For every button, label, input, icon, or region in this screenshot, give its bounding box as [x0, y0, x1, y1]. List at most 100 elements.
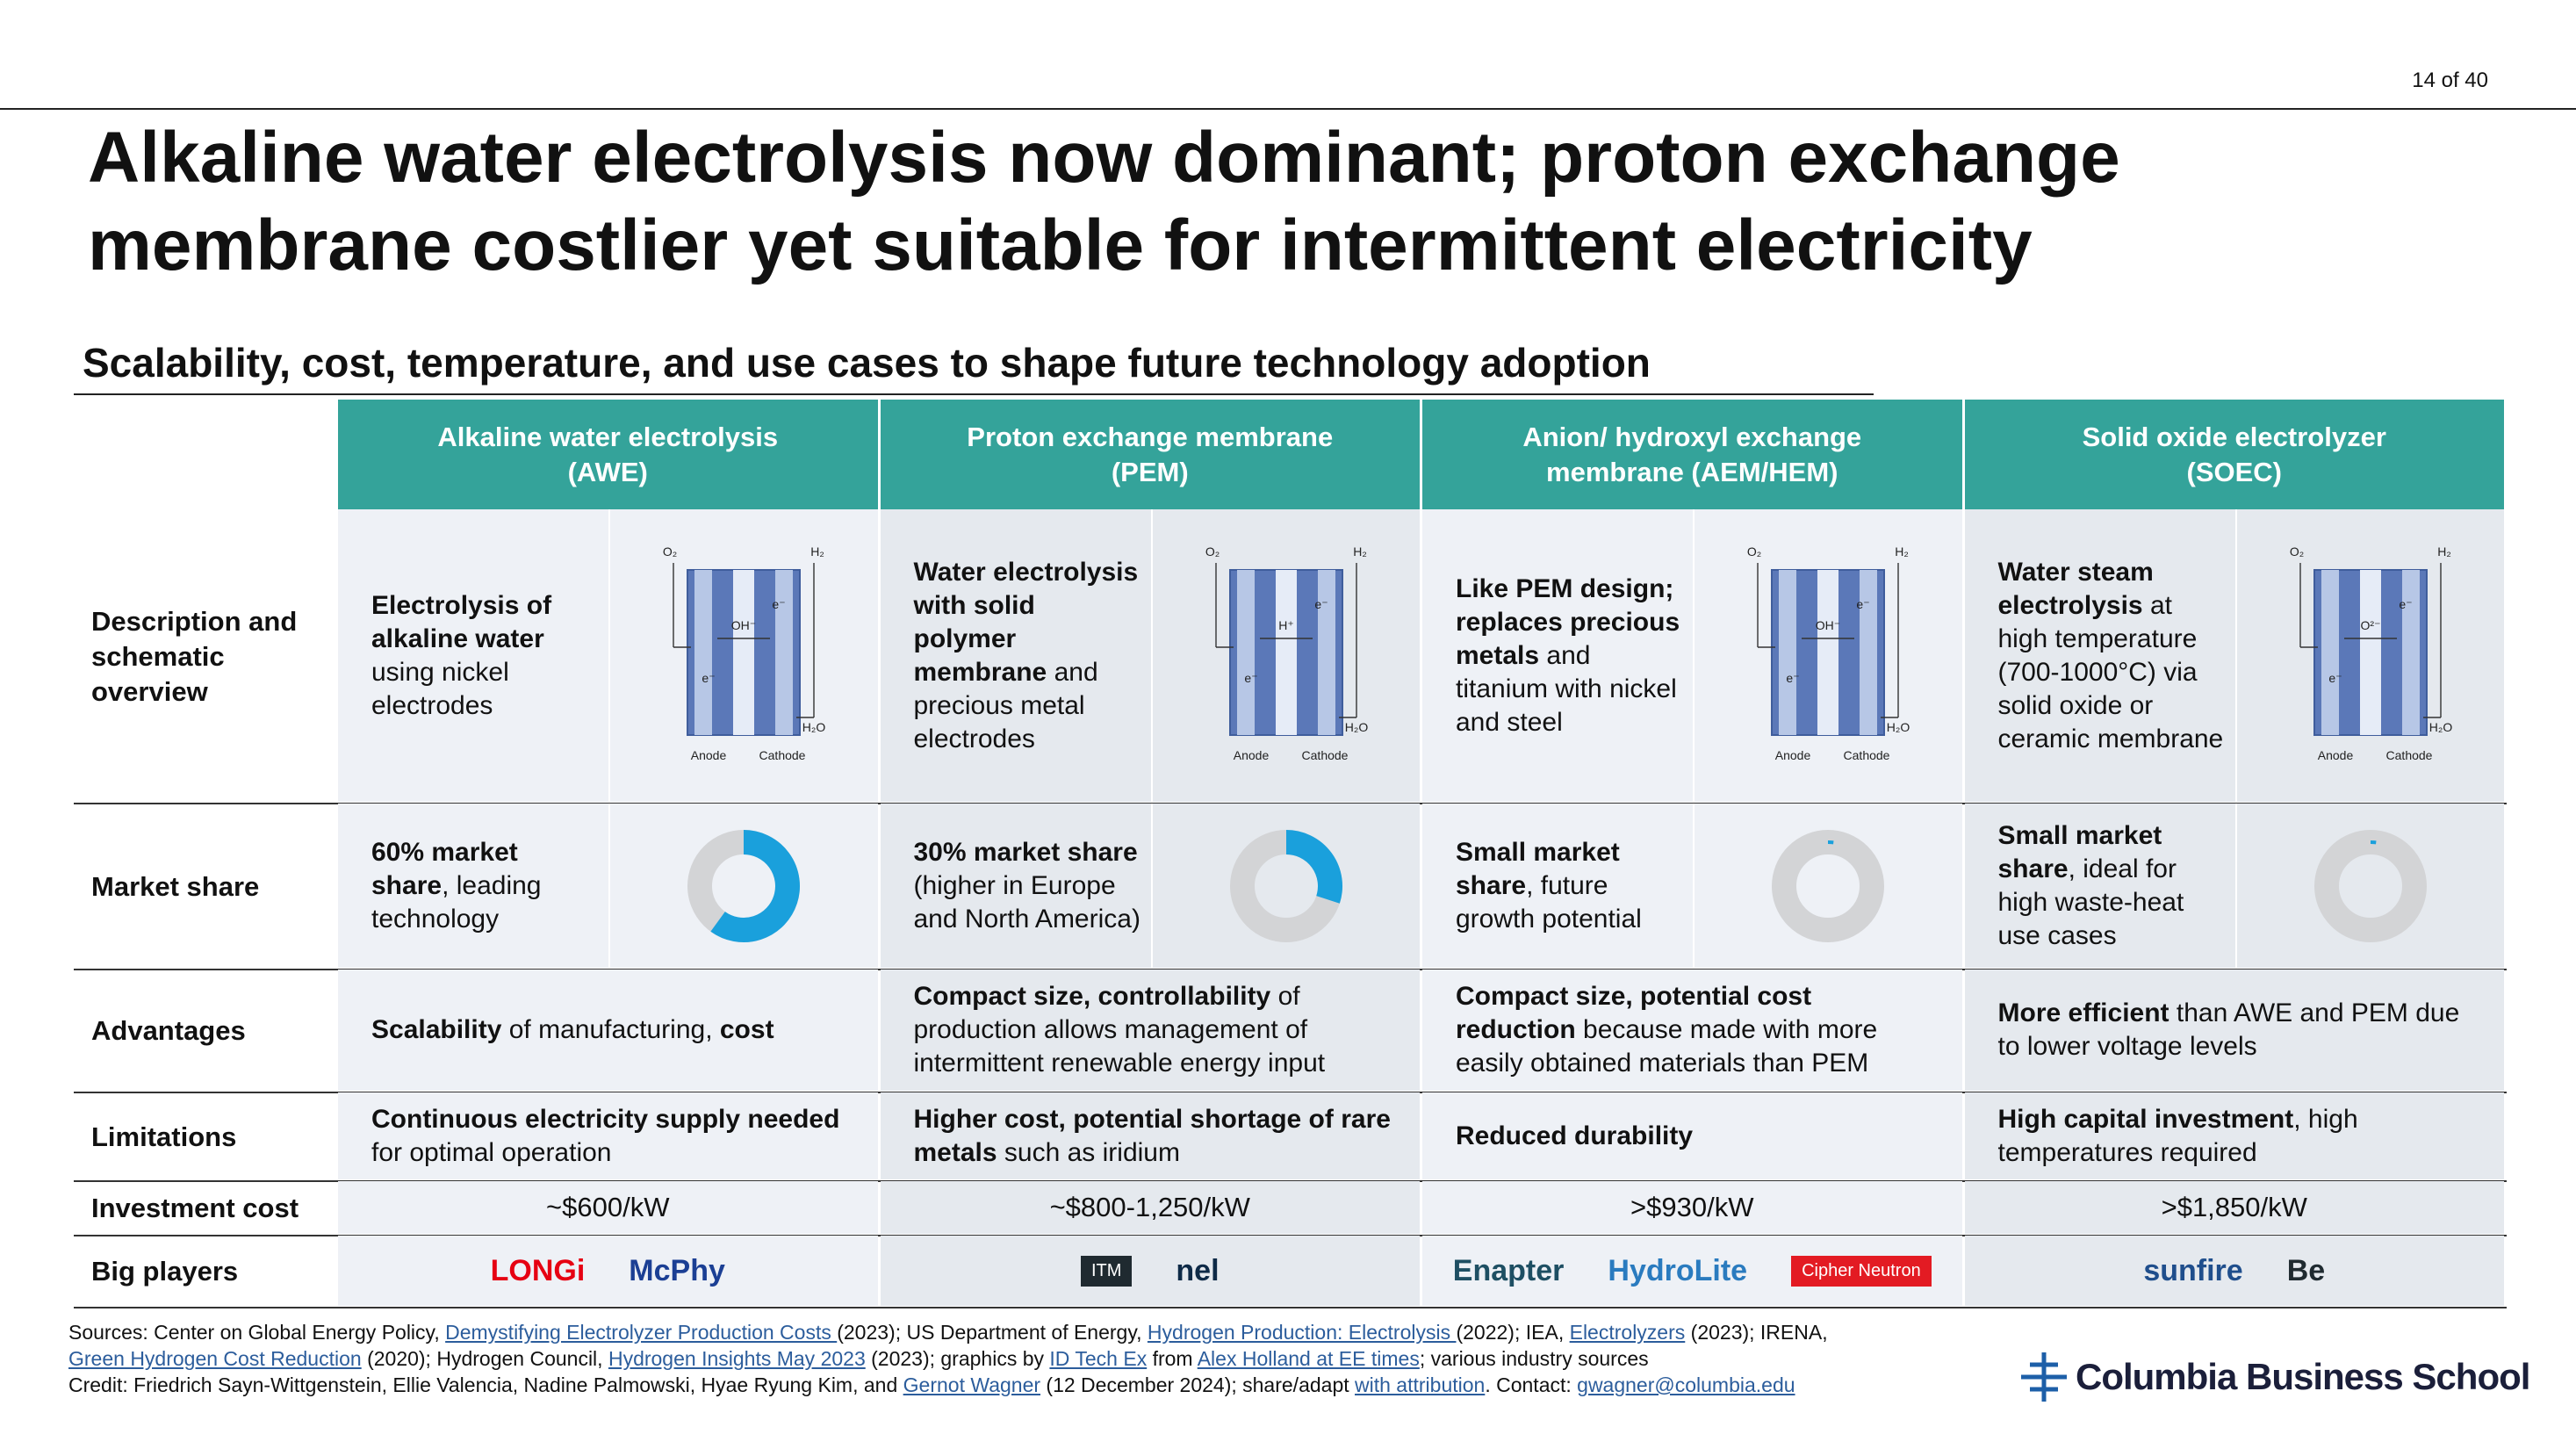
bold-run: Compact size, controllability	[913, 982, 1271, 1011]
text-run: , ideal for high waste-heat use cases	[1997, 854, 2184, 950]
bullet: Small market share, future growth potent…	[1440, 836, 1686, 936]
schematic-label: O²⁻	[2360, 618, 2380, 632]
link[interactable]: gwagner@columbia.edu	[1577, 1373, 1795, 1396]
link[interactable]: with attribution	[1355, 1373, 1486, 1396]
schematic-label: O₂	[1747, 544, 1761, 559]
table-cell: ~$800-1,250/kW	[880, 1181, 1420, 1234]
table-cell: >$930/kW	[1422, 1181, 1962, 1234]
link[interactable]: Demystifying Electrolyzer Production Cos…	[445, 1321, 838, 1344]
bullet: Electrolysis of alkaline water using nic…	[356, 589, 601, 723]
header-line: Anion/ hydroxyl exchange	[1522, 421, 1862, 452]
bullet-text: Reduced durability	[1456, 1120, 1939, 1153]
player-logo: LONGi	[490, 1253, 586, 1287]
link[interactable]: Hydrogen Insights May 2023	[608, 1347, 866, 1370]
schematic-label: Cathode	[759, 748, 806, 762]
schematic-label: OH⁻	[1816, 618, 1840, 632]
schematic-label: e⁻	[702, 671, 716, 685]
table-cell: Water steam electrolysis at high tempera…	[1964, 509, 2504, 802]
text-run: (2023); graphics by	[865, 1347, 1050, 1370]
player-logo: nel	[1176, 1253, 1220, 1287]
schematic: O₂ H₂ O²⁻ e⁻ e⁻ H₂O Anode Cathode	[2290, 544, 2452, 762]
table-cell: ITM nel	[880, 1236, 1420, 1306]
schematic-label: Cathode	[1301, 748, 1348, 762]
cell-text: Small market share, future growth potent…	[1422, 804, 1695, 968]
text-run: from	[1147, 1347, 1198, 1370]
bold-run: Scalability	[371, 1015, 502, 1044]
column-header: Proton exchange membrane (PEM)	[880, 400, 1420, 509]
anode-plate	[1236, 569, 1255, 735]
schematic-label: H₂	[810, 544, 824, 559]
text-run: (2023); US Department of Energy,	[837, 1321, 1148, 1344]
row-label: Investment cost	[91, 1193, 299, 1223]
cell-graphic	[610, 804, 878, 968]
link[interactable]: Green Hydrogen Cost Reduction	[68, 1347, 362, 1370]
link[interactable]: Electrolyzers	[1569, 1321, 1686, 1344]
bullet-text: Continuous electricity supply needed for…	[371, 1103, 854, 1170]
bold-run: Water steam electrolysis	[1997, 557, 2154, 620]
bullet: Continuous electricity supply needed for…	[356, 1103, 854, 1170]
table-cell: Small market share, future growth potent…	[1422, 804, 1962, 968]
link[interactable]: ID Tech Ex	[1049, 1347, 1148, 1370]
column-header: Anion/ hydroxyl exchange membrane (AEM/HE…	[1422, 400, 1962, 509]
membrane	[2359, 569, 2381, 735]
schematic-label: e⁻	[773, 597, 786, 611]
row-label: Big players	[91, 1256, 239, 1287]
player-logo: Be	[2286, 1253, 2326, 1287]
schematic: O₂ H₂ OH⁻ e⁻ e⁻ H₂O Anode Cathode	[663, 544, 825, 762]
bullet-text: Scalability of manufacturing, cost	[371, 1013, 854, 1047]
title-line: membrane costlier yet suitable for inter…	[88, 205, 2033, 285]
text-run: , high temperatures required	[1997, 1104, 2358, 1167]
bullet-text: Small market share, ideal for high waste…	[1998, 819, 2228, 953]
cell-graphic: O₂ H₂ H⁺ e⁻ e⁻ H₂O Anode Cathode	[1153, 509, 1421, 802]
schematic-label: H₂	[1353, 544, 1367, 559]
cathode-plate	[1860, 569, 1878, 735]
row-label: Limitations	[91, 1121, 237, 1152]
text-run: of manufacturing,	[501, 1015, 720, 1044]
membrane	[1817, 569, 1839, 735]
source-line: Credit: Friedrich Sayn-Wittgenstein, Ell…	[68, 1372, 1828, 1398]
cell-text: Water electrolysis with solid polymer me…	[881, 509, 1153, 802]
bold-run: Small market share	[1997, 820, 2162, 883]
membrane	[1275, 569, 1297, 735]
table-cell: ~$600/kW	[338, 1181, 878, 1234]
subtitle: Scalability, cost, temperature, and use …	[83, 340, 1651, 386]
table-cell: >$1,850/kW	[1964, 1181, 2504, 1234]
schematic-label: Anode	[691, 748, 727, 762]
logo-text: Columbia Business School	[2076, 1356, 2530, 1397]
text-run: (2022); IEA,	[1456, 1321, 1570, 1344]
table-cell: Water electrolysis with solid polymer me…	[880, 509, 1421, 802]
bullet: Compact size, potential cost reduction b…	[1440, 980, 1939, 1080]
link[interactable]: Alex Holland at EE times	[1197, 1347, 1420, 1370]
cell-text: Like PEM design; replaces precious metal…	[1422, 509, 1695, 802]
cell-text: 30% market share (higher in Europe and N…	[881, 804, 1153, 968]
bold-run: Higher cost, potential shortage of rare …	[913, 1104, 1391, 1167]
bold-run: Water electrolysis with solid polymer me…	[913, 557, 1139, 687]
schematic-label: Anode	[1234, 748, 1270, 762]
text-run: (higher in Europe and North America)	[913, 870, 1140, 934]
bold-run: Reduced durability	[1456, 1121, 1694, 1150]
bullet: High capital investment, high temperatur…	[1982, 1103, 2481, 1170]
bullet: Higher cost, potential shortage of rare …	[898, 1103, 1397, 1170]
investment-cost: ~$600/kW	[546, 1192, 670, 1222]
cell-graphic: O₂ H₂ OH⁻ e⁻ e⁻ H₂O Anode Cathode	[1695, 509, 1962, 802]
column-header: Alkaline water electrolysis (AWE)	[338, 400, 878, 509]
schematic-label: O₂	[1205, 544, 1220, 559]
header-line: Solid oxide electrolyzer	[2082, 421, 2386, 452]
bold-run: More efficient	[1997, 998, 2169, 1027]
bullet-text: 60% market share, leading technology	[371, 836, 601, 936]
anode-plate	[1779, 569, 1797, 735]
text-run: at high temperature (700-1000°C) via sol…	[1997, 590, 2224, 753]
schematic-label: H₂O	[1345, 720, 1369, 734]
link[interactable]: Hydrogen Production: Electrolysis	[1147, 1321, 1457, 1344]
cathode-plate	[1317, 569, 1335, 735]
link[interactable]: Gernot Wagner	[903, 1373, 1041, 1396]
text-run: Credit: Friedrich Sayn-Wittgenstein, Ell…	[68, 1373, 903, 1396]
page-number: 14 of 40	[2412, 68, 2488, 92]
table-cell: More efficient than AWE and PEM due to l…	[1964, 970, 2504, 1091]
bold-run: cost	[719, 1015, 774, 1044]
top-rule	[0, 108, 2576, 110]
bullet-text: Compact size, potential cost reduction b…	[1456, 980, 1939, 1080]
text-run: (2020); Hydrogen Council,	[361, 1347, 608, 1370]
